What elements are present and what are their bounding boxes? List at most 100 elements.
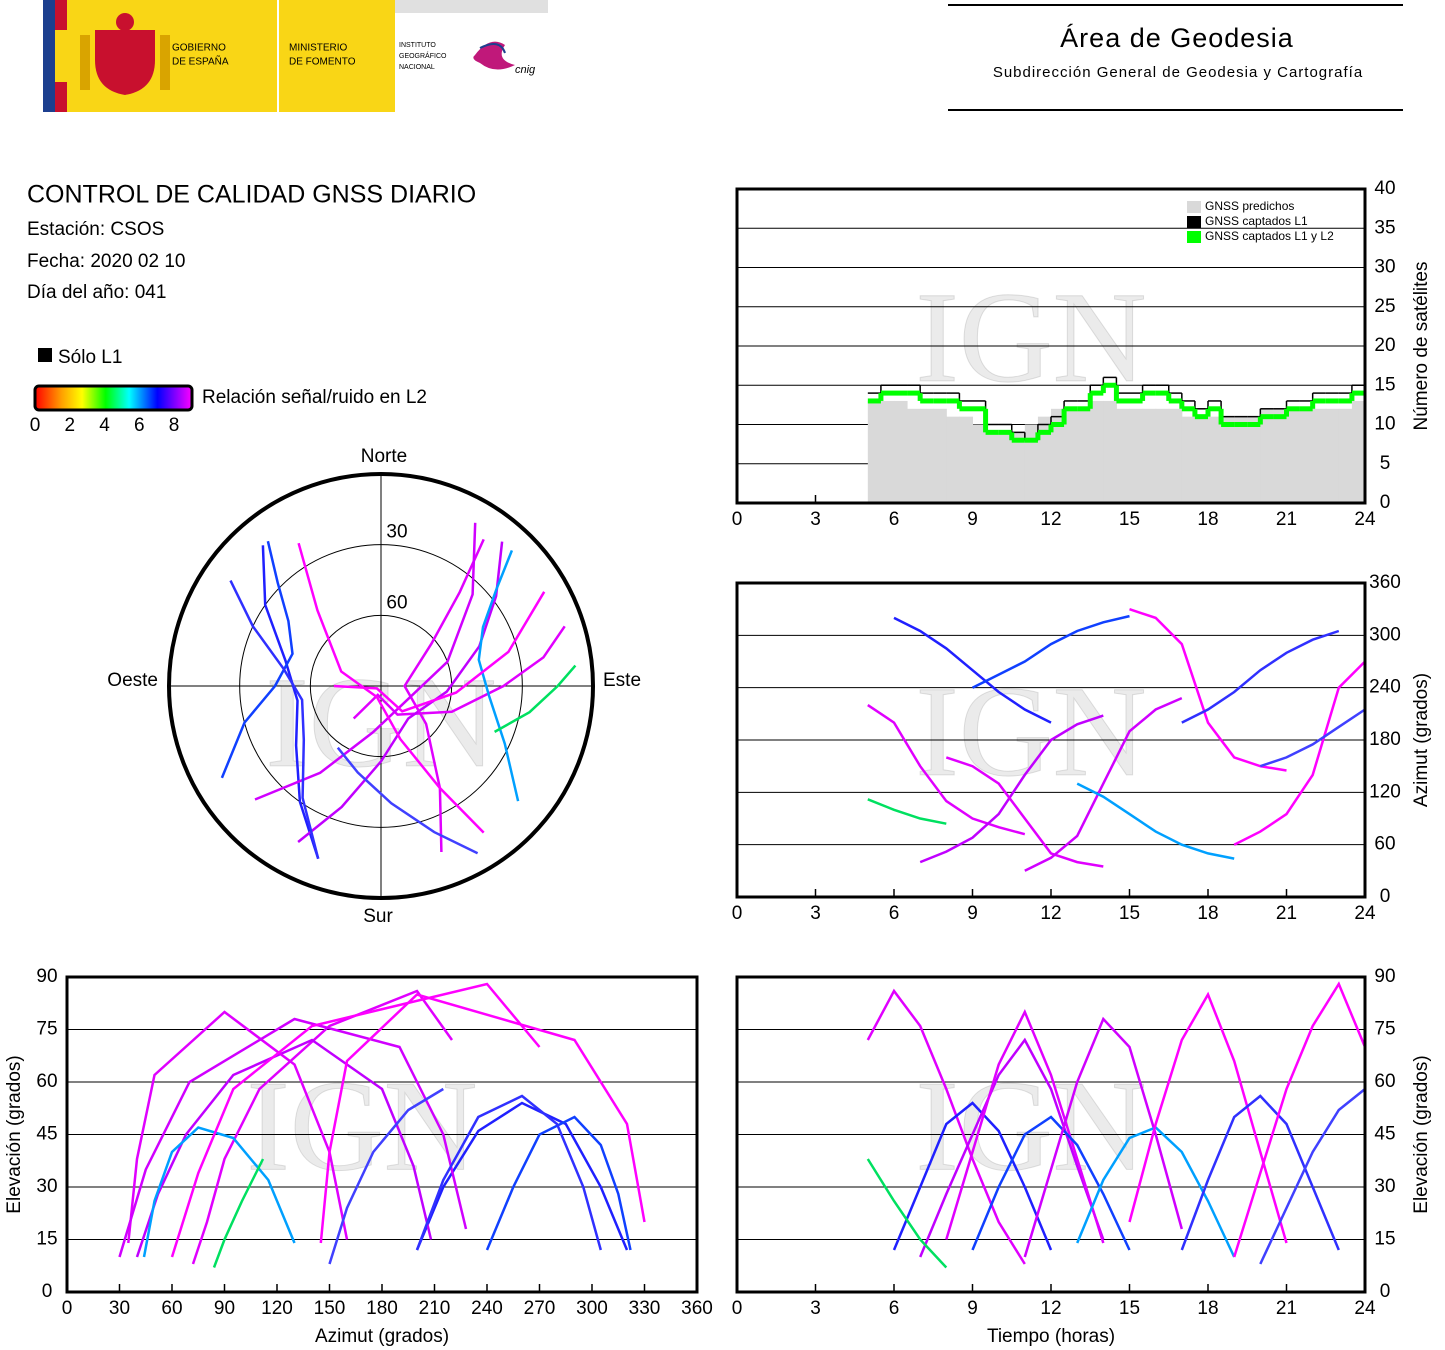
satellite-track [1259, 1088, 1366, 1265]
y-tick-label: 0 [1380, 1281, 1391, 1302]
direction-label: Este [603, 670, 641, 691]
x-tick-label: 330 [629, 1298, 661, 1319]
logo-text: DE FOMENTO [289, 57, 356, 68]
x-tick-label: 9 [967, 1298, 978, 1319]
satellite-track [261, 545, 320, 860]
predicted-bar [1286, 408, 1301, 503]
y-axis-label: Número de satélites [1411, 262, 1432, 431]
logo-text: GOBIERNO [172, 43, 226, 54]
predicted-bar [1338, 408, 1353, 503]
y-tick-label: 25 [1374, 296, 1395, 317]
y-tick-label: 45 [1374, 1124, 1395, 1145]
predicted-bar [880, 400, 895, 503]
satellite-track [1180, 1094, 1340, 1251]
x-tick-label: 3 [810, 509, 821, 530]
predicted-bar [1142, 408, 1157, 503]
y-tick-label: 75 [1374, 1019, 1395, 1040]
satellite-track [142, 1126, 296, 1258]
x-tick-label: 0 [732, 1298, 743, 1319]
x-tick-label: 9 [967, 903, 978, 924]
satellite-track [220, 540, 294, 779]
colorbar [33, 384, 194, 412]
satellite-track [415, 1101, 629, 1251]
satellite-track [1076, 782, 1235, 860]
x-tick-label: 6 [889, 1298, 900, 1319]
day-of-year: Día del año: 041 [27, 282, 166, 303]
satellite-track [1233, 981, 1367, 1258]
legend-swatch [1187, 201, 1201, 213]
predicted-bar [972, 424, 987, 503]
predicted-bar [1077, 408, 1091, 503]
satellite-track [1259, 708, 1366, 768]
colorbar-tick-label: 8 [169, 415, 180, 436]
predicted-bar [907, 408, 921, 503]
y-axis-label: Elevación (grados) [4, 1055, 25, 1213]
satellite-track [867, 704, 1026, 836]
y-tick-label: 30 [1374, 257, 1395, 278]
y-tick-label: 0 [1380, 886, 1391, 907]
satellite-track [297, 542, 485, 834]
legend-label: GNSS predichos [1205, 199, 1294, 213]
satellite-track [229, 580, 320, 860]
satellite-track [352, 625, 566, 720]
colorbar-label: Relación señal/ruido en L2 [202, 387, 427, 408]
report-title: CONTROL DE CALIDAD GNSS DIARIO [27, 181, 476, 209]
predicted-bar [1234, 416, 1248, 503]
satellite-track [328, 1087, 444, 1265]
satellite-track [477, 549, 520, 802]
x-axis-label: Azimut (grados) [315, 1326, 449, 1347]
logo-gobierno: GOBIERNO DE ESPAÑA MINISTERIO DE FOMENTO… [43, 0, 548, 112]
satellite-track [971, 614, 1130, 689]
colorbar-tick-label: 2 [64, 415, 75, 436]
satellite-track [866, 988, 1026, 1265]
satellite-track [945, 756, 1104, 868]
legend-label: GNSS captados L1 [1205, 214, 1308, 228]
satellite-track [212, 1158, 265, 1268]
predicted-bar [1168, 408, 1183, 503]
x-tick-label: 18 [1197, 903, 1218, 924]
x-tick-label: 21 [1276, 1298, 1297, 1319]
predicted-bar [946, 416, 960, 503]
x-tick-label: 150 [314, 1298, 346, 1319]
satellite-track [485, 1115, 632, 1251]
x-tick-label: 3 [810, 903, 821, 924]
predicted-bar [1116, 408, 1130, 503]
predicted-bar [1325, 408, 1340, 503]
satellite-track [191, 989, 454, 1265]
x-tick-label: 21 [1276, 509, 1297, 530]
ring-label: 60 [386, 592, 407, 613]
predicted-bar [1103, 400, 1117, 503]
plot-frame [735, 975, 1367, 1294]
predicted-bar [894, 400, 908, 503]
x-tick-label: 6 [889, 903, 900, 924]
predicted-bar [920, 408, 934, 503]
satellite-track [336, 746, 479, 855]
horizon [167, 472, 595, 900]
x-tick-label: 12 [1040, 1298, 1061, 1319]
x-tick-label: 24 [1354, 1298, 1376, 1319]
area-title: Área de Geodesia [1060, 23, 1294, 53]
y-tick-label: 90 [1374, 966, 1395, 987]
satellite-track [170, 982, 541, 1258]
x-tick-label: 9 [967, 509, 978, 530]
date: Fecha: 2020 02 10 [27, 251, 185, 272]
satellite-track [892, 1101, 1053, 1251]
y-tick-label: 180 [1369, 729, 1401, 750]
y-tick-label: 30 [1374, 1176, 1395, 1197]
predicted-bar [1221, 416, 1235, 503]
x-tick-label: 24 [1354, 903, 1376, 924]
colorbar-tick-label: 4 [99, 415, 110, 436]
y-tick-label: 40 [1374, 178, 1395, 199]
predicted-bar [1181, 416, 1196, 503]
x-tick-label: 21 [1276, 903, 1297, 924]
x-tick-label: 180 [366, 1298, 398, 1319]
satellite-track [893, 616, 1052, 724]
colorbar-tick-label: 0 [30, 415, 41, 436]
satellite-track [866, 1158, 948, 1269]
satellite-track [945, 1008, 1105, 1244]
header-right: Área de Geodesia Subdirección General de… [948, 4, 1403, 111]
predicted-bar [1247, 416, 1261, 503]
satellite-track [867, 798, 947, 825]
